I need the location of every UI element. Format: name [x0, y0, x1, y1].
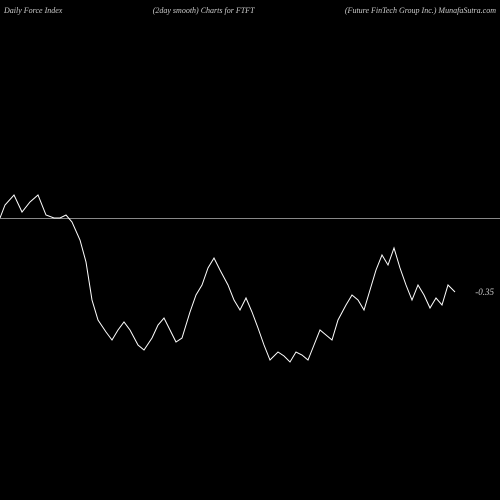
last-value-label: -0.35: [475, 287, 494, 297]
force-index-chart: [0, 0, 500, 500]
force-index-line: [0, 195, 455, 362]
